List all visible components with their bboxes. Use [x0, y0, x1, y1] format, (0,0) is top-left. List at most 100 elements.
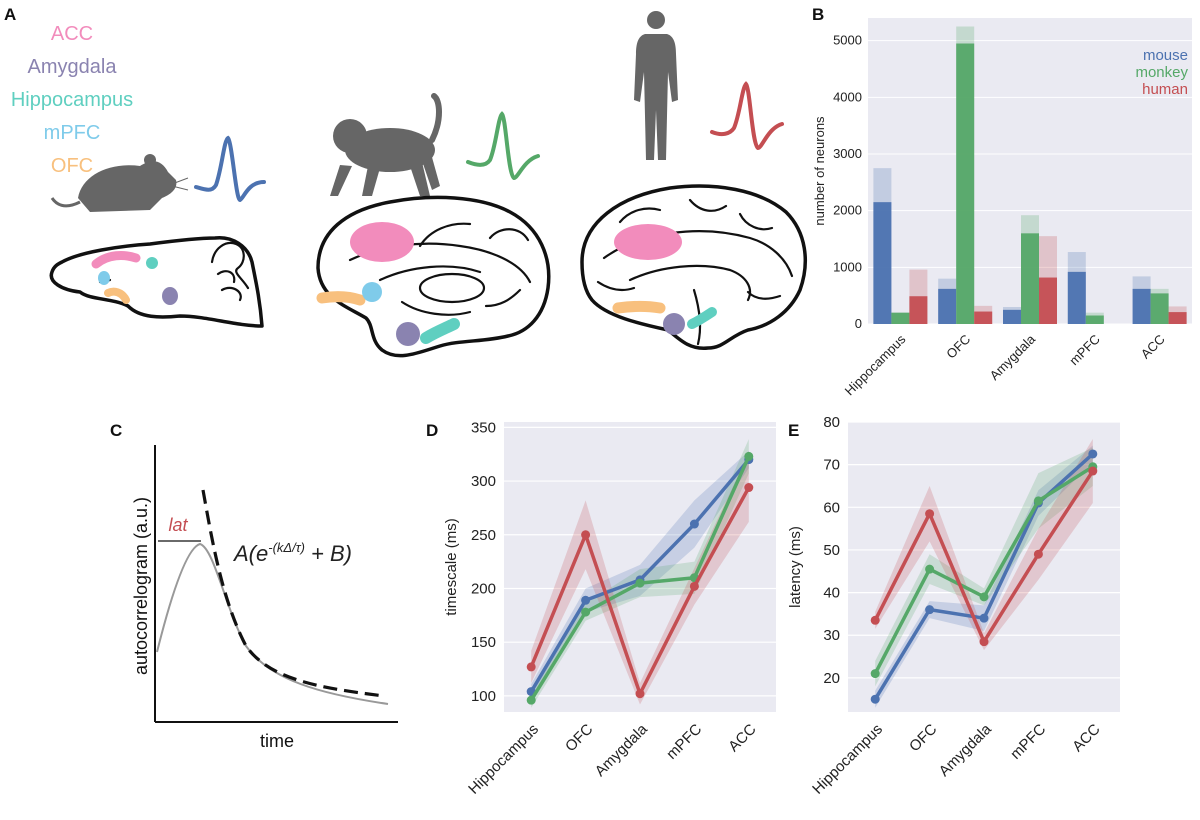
mouse-spike-waveform	[194, 135, 266, 203]
monkey-region-mpfc	[362, 282, 382, 302]
bar-mouse	[873, 202, 892, 324]
human-spike-waveform	[710, 81, 784, 151]
y-tick-label: 0	[855, 316, 862, 331]
x-tick-label: Hippocampus	[465, 721, 542, 798]
mouse-icon	[50, 154, 189, 212]
latency-label: lat	[168, 515, 188, 535]
monkey-region-hippocampus	[420, 318, 460, 344]
legend-label-hippocampus: Hippocampus	[11, 89, 133, 111]
y-tick-label: 200	[471, 580, 496, 597]
data-point-monkey	[870, 669, 880, 679]
x-tick-label: Hippocampus	[809, 721, 886, 798]
legend-label-acc: ACC	[51, 23, 93, 45]
legend-entry-monkey: monkey	[1135, 64, 1188, 81]
x-tick-label: Amygdala	[987, 331, 1039, 383]
data-point-human	[870, 615, 880, 625]
data-point-monkey	[526, 695, 536, 705]
mouse-region-hippocampus	[146, 257, 158, 269]
data-point-monkey	[1033, 496, 1043, 506]
x-tick-label: Amygdala	[936, 720, 996, 780]
human-region-acc	[614, 224, 682, 260]
y-tick-label: 3000	[833, 146, 862, 161]
data-point-human	[979, 637, 989, 647]
legend-label-mpfc: mPFC	[44, 122, 101, 144]
exponential-fit-curve	[201, 489, 385, 698]
y-tick-label: 5000	[833, 33, 862, 48]
panel-letter-d: D	[426, 421, 438, 440]
data-point-monkey	[925, 564, 935, 574]
data-point-human	[526, 662, 536, 672]
bar-human	[909, 296, 928, 324]
mouse-region-mpfc	[98, 271, 110, 285]
x-tick-label: Hippocampus	[842, 331, 909, 398]
monkey-region-ofc	[316, 291, 366, 306]
monkey-spike-waveform	[466, 111, 540, 181]
schematic-y-label: autocorrelogram (a.u.)	[131, 497, 151, 675]
panel-letter-e: E	[788, 421, 799, 440]
y-tick-label: 20	[823, 670, 840, 687]
y-tick-label: 40	[823, 585, 840, 602]
data-point-mouse	[1088, 449, 1098, 459]
monkey-region-acc	[350, 222, 414, 262]
bar-mouse	[938, 288, 957, 324]
bar-human	[1168, 312, 1187, 324]
y-tick-label: 350	[471, 419, 496, 436]
data-point-mouse	[925, 605, 935, 615]
region-legend: ACC Amygdala Hippocampus mPFC OFC	[11, 23, 133, 177]
bar-human	[974, 311, 993, 324]
data-point-mouse	[979, 613, 989, 623]
panel-letter-c: C	[110, 421, 122, 440]
data-point-monkey	[979, 592, 989, 602]
y-tick-label: 250	[471, 527, 496, 544]
monkey-region-amygdala	[396, 322, 420, 346]
x-tick-label: ACC	[1069, 721, 1104, 756]
legend-label-amygdala: Amygdala	[28, 56, 118, 78]
ci-band-human	[875, 439, 1093, 651]
y-tick-label: 2000	[833, 203, 862, 218]
data-point-human	[689, 581, 699, 591]
x-tick-label: OFC	[562, 721, 597, 756]
y-tick-label: 50	[823, 542, 840, 559]
mouse-brain-diagram	[49, 236, 264, 328]
data-point-monkey	[744, 451, 754, 461]
monkey-icon	[330, 93, 442, 196]
y-tick-label: 150	[471, 634, 496, 651]
y-tick-label: 100	[471, 688, 496, 705]
schematic-x-label: time	[260, 731, 294, 751]
human-icon	[634, 11, 678, 160]
human-region-amygdala	[663, 313, 685, 335]
ci-band-mouse	[875, 445, 1093, 708]
y-axis-label: number of neurons	[812, 116, 827, 226]
mouse-region-acc	[91, 251, 141, 269]
ci-band-monkey	[531, 439, 749, 708]
data-point-monkey	[635, 578, 645, 588]
bar-human	[1039, 277, 1057, 324]
autocorrelogram-curve	[156, 542, 389, 705]
bar-monkey	[956, 43, 975, 324]
data-point-mouse	[689, 519, 699, 529]
human-region-hippocampus	[687, 307, 717, 329]
bar-mouse	[1132, 288, 1151, 324]
y-tick-label: 300	[471, 473, 496, 490]
neuron-count-bar-chart: 0 1000 2000 3000 4000 5000 Hippocampus OFC Amygd…	[812, 18, 1192, 398]
data-point-monkey	[581, 607, 591, 617]
legend-entry-human: human	[1142, 81, 1188, 98]
human-region-ofc	[612, 301, 666, 314]
bar-mouse	[1067, 271, 1086, 324]
y-axis-label: latency (ms)	[787, 526, 804, 608]
data-point-human	[1033, 549, 1043, 559]
data-point-human	[1088, 466, 1098, 476]
mouse-region-ofc	[104, 287, 130, 304]
bar-monkey	[891, 312, 910, 324]
bar-monkey	[1021, 233, 1039, 324]
x-tick-label: ACC	[725, 721, 760, 756]
x-tick-label: mPFC	[1066, 332, 1103, 369]
y-tick-label: 80	[823, 414, 840, 431]
exponential-formula: A(e-(kΔ/τ) + B)	[232, 540, 352, 566]
x-tick-label: Amygdala	[592, 720, 652, 780]
panel-letter-b: B	[812, 5, 824, 24]
y-tick-label: 70	[823, 457, 840, 474]
y-tick-label: 30	[823, 627, 840, 644]
